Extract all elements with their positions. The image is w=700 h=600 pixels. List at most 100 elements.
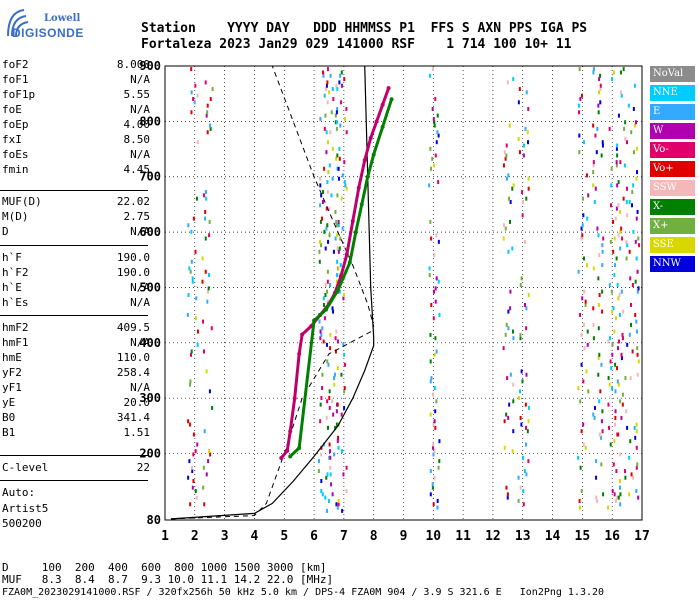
echo-point [338,176,341,181]
echo-point [339,263,342,268]
echo-point [505,322,508,327]
echo-point [429,146,432,151]
echo-point [333,452,336,457]
echo-point [617,432,620,437]
echo-point [323,166,326,171]
param-key: yE [2,396,16,409]
param-value: 409.5 [116,321,150,334]
echo-point [191,276,194,281]
echo-point [632,475,635,480]
echo-point [321,492,324,497]
echo-point [335,329,338,334]
echo-point [326,67,329,72]
echo-point [598,399,601,404]
echo-point [519,389,522,394]
echo-point [326,190,329,195]
echo-point [619,452,622,457]
echo-point [579,97,582,102]
echo-point [319,329,322,334]
echo-point [194,449,197,454]
echo-point [625,186,628,191]
echo-point [586,329,589,334]
echo-point [617,180,620,185]
echo-point [596,126,599,131]
echo-point [332,412,335,417]
echo-point [618,312,621,317]
echo-point [621,236,624,241]
echo-point [342,293,345,297]
echo-point [635,429,638,434]
echo-point [435,140,438,145]
echo-point [623,163,626,168]
param-row: foF1 N/A [2,73,150,87]
echo-point [610,289,613,294]
echo-point [577,103,580,108]
param-row: hmF2 409.5 [2,321,150,335]
echo-point [322,73,325,78]
echo-point [320,243,323,248]
echo-point [630,472,633,477]
echo-point [592,183,595,188]
echo-point [519,336,522,341]
echo-point [612,219,615,224]
param-value: 190.0 [116,266,150,279]
echo-point [623,469,626,474]
echo-point [583,289,586,294]
echo-point [624,136,627,141]
param-value: 1.51 [123,426,151,439]
echo-point [621,309,624,314]
separator [0,245,148,246]
echo-point [517,100,520,105]
echo-point [599,100,602,105]
echo-point [190,229,193,234]
y-tick-label: 200 [139,447,161,461]
echo-point [595,150,598,155]
trace-point [362,158,367,163]
echo-point [522,502,525,507]
echo-point [592,336,595,341]
legend-item: W [650,123,695,139]
param-value: N/A [130,381,150,394]
param-key: h`Es [2,296,29,309]
echo-point [601,143,604,148]
echo-point [597,372,600,377]
param-key: h`F [2,251,22,264]
echo-point [508,402,511,407]
echo-point [613,236,616,241]
echo-point [596,498,599,503]
echo-point [336,153,339,158]
echo-point [520,276,523,281]
echo-point [194,488,197,493]
echo-point [577,269,580,274]
echo-point [600,462,603,467]
echo-point [523,469,526,474]
echo-point [205,113,208,118]
separator [0,315,148,316]
echo-point [435,399,438,404]
echo-point [592,306,595,311]
echo-point [324,283,327,288]
header-line1: Station YYYY DAY DDD HHMMSS P1 FFS S AXN… [141,21,588,36]
echo-point [634,435,637,440]
echo-point [340,70,343,75]
param-row: D N/A [2,225,150,239]
echo-point [334,349,337,354]
legend-item: X- [650,199,695,215]
echo-point [519,283,522,288]
echo-point [628,332,631,337]
y-tick-label: 600 [139,225,161,239]
echo-point [636,372,639,377]
echo-point [601,429,604,434]
echo-point [188,422,191,427]
param-value: N/A [130,296,150,309]
echo-point [321,199,324,204]
echo-point [632,150,635,155]
x-tick-label: 7 [340,529,348,544]
echo-point [188,266,191,271]
param-value: 110.0 [116,351,150,364]
param-key: B1 [2,426,16,439]
separator [0,190,148,191]
echo-point [633,123,636,128]
trace-point [356,185,361,190]
echo-point [502,236,505,241]
